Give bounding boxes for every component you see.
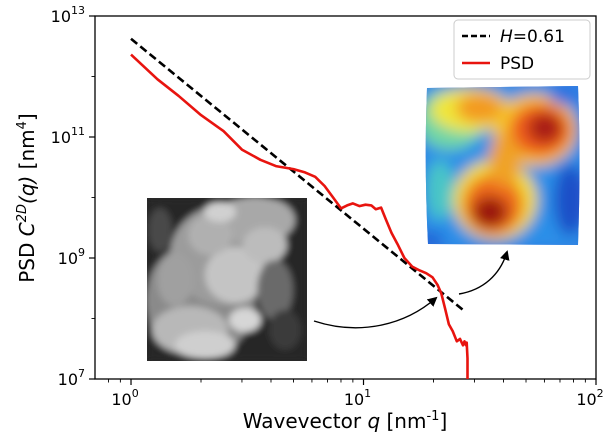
x-tick-label: 101 (344, 387, 371, 409)
series-layer (130, 37, 469, 379)
y-tick-label: 109 (58, 246, 85, 268)
x-axis-ticks: 100 101 102 (108, 379, 604, 409)
legend-box (453, 19, 591, 80)
grayscale-microscopy-inset (147, 198, 307, 361)
y-axis-ticks: 107 109 1011 1013 (51, 4, 95, 389)
series-line-psd (130, 53, 469, 379)
y-tick-label: 107 (58, 367, 85, 389)
legend-label-psd: PSD (500, 54, 534, 74)
x-tick-label: 100 (111, 387, 138, 409)
y-tick-label: 1011 (51, 125, 85, 147)
curve-to-heatmap-arrow (458, 250, 510, 295)
legend-label-h: H=0.61 (500, 27, 565, 47)
y-axis-title: PSD C2D(q) [nm4] (15, 113, 39, 283)
height-map-heatmap-inset (425, 86, 580, 245)
gray-to-curve-arrow (313, 296, 438, 329)
y-tick-label: 1013 (51, 4, 85, 26)
legend: H=0.61 PSD (453, 19, 591, 80)
x-tick-label: 102 (576, 387, 603, 409)
x-axis-title: Wavevector q [nm-1] (243, 409, 448, 433)
